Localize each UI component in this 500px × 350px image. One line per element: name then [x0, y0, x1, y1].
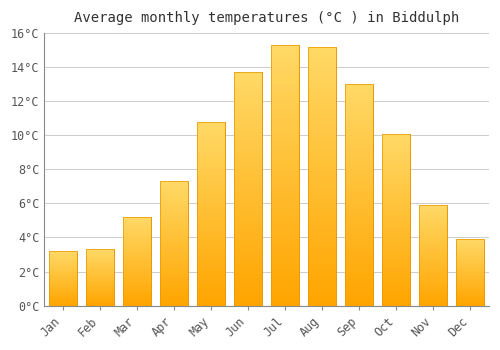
Bar: [234, 72, 262, 306]
Bar: [420, 205, 447, 306]
Title: Average monthly temperatures (°C ) in Biddulph: Average monthly temperatures (°C ) in Bi…: [74, 11, 460, 25]
Bar: [272, 45, 299, 306]
Bar: [86, 250, 114, 306]
Bar: [86, 250, 114, 306]
Bar: [160, 181, 188, 306]
Bar: [272, 45, 299, 306]
Bar: [456, 239, 484, 306]
Bar: [197, 122, 225, 306]
Bar: [420, 205, 447, 306]
Bar: [160, 181, 188, 306]
Bar: [123, 217, 151, 306]
Bar: [123, 217, 151, 306]
Bar: [346, 84, 373, 306]
Bar: [308, 47, 336, 306]
Bar: [456, 239, 484, 306]
Bar: [308, 47, 336, 306]
Bar: [346, 84, 373, 306]
Bar: [197, 122, 225, 306]
Bar: [234, 72, 262, 306]
Bar: [49, 251, 77, 306]
Bar: [382, 134, 410, 306]
Bar: [382, 134, 410, 306]
Bar: [49, 251, 77, 306]
